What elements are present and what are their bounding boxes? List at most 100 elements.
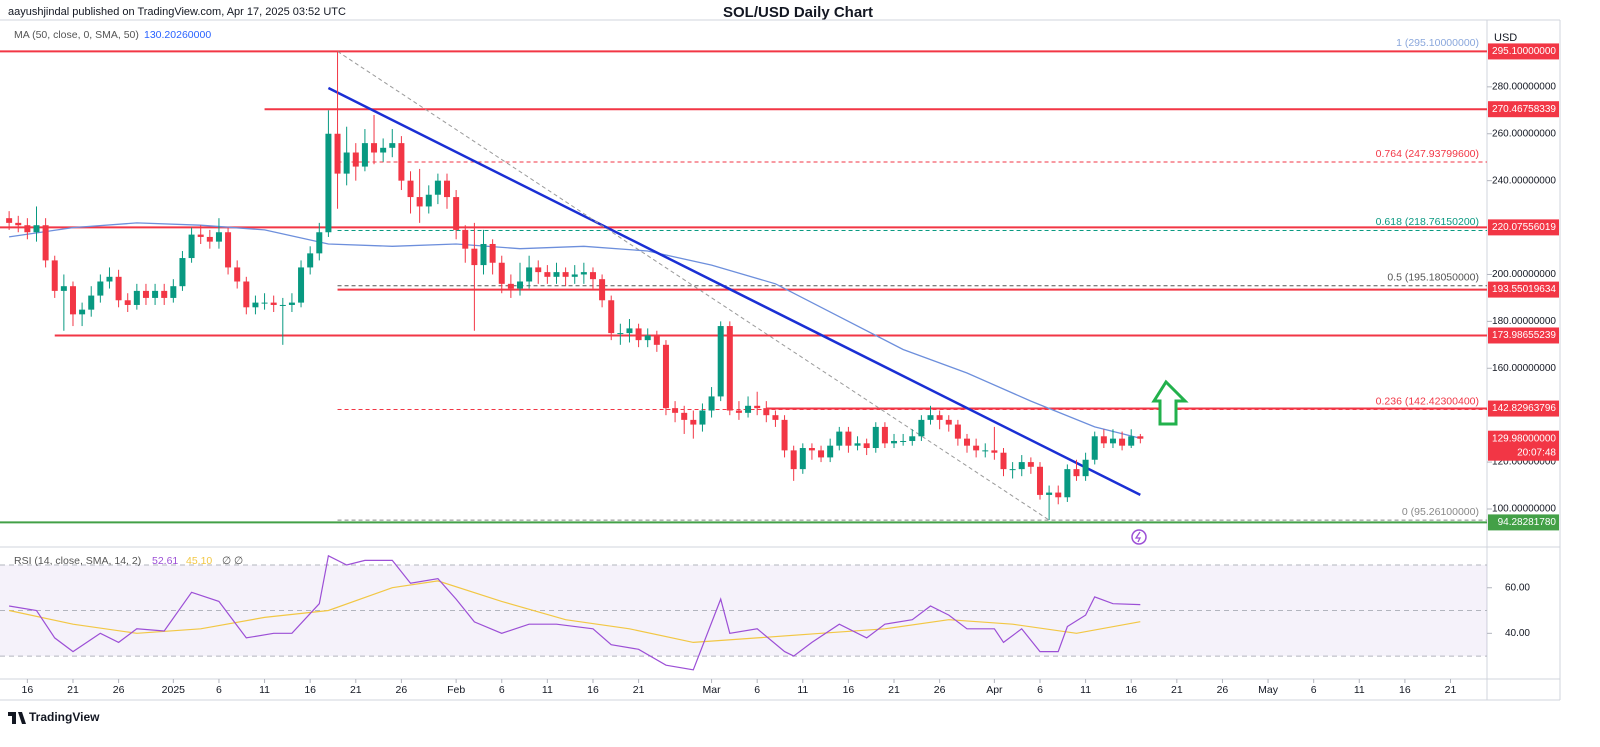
candle-body	[790, 450, 797, 470]
candle-body	[1073, 469, 1080, 477]
candle-body	[197, 234, 204, 237]
candle-body	[918, 419, 925, 437]
candle-body	[142, 290, 149, 298]
x-tick-label: 16	[843, 684, 855, 696]
candle-body	[489, 243, 496, 263]
rsi-legend-value: 45.10	[186, 555, 212, 567]
candle-body	[562, 272, 569, 277]
y-tick-label: 120.00000000	[1492, 457, 1556, 468]
x-tick-label: 21	[1445, 684, 1457, 696]
candle-body	[69, 286, 76, 315]
candle-body	[891, 440, 898, 444]
fib-label: 0.5 (195.18050000)	[1387, 272, 1479, 284]
price-label: 173.98655239	[1492, 330, 1556, 341]
candle-body	[991, 450, 998, 453]
rsi-legend-extra: ∅	[234, 555, 243, 567]
candle-body	[270, 302, 277, 305]
candle-body	[133, 290, 140, 305]
candle-body	[1009, 469, 1016, 471]
candle-body	[243, 281, 250, 308]
price-label-box	[1488, 281, 1559, 298]
price-label-box	[1488, 43, 1559, 60]
price-label: 220.07556019	[1492, 222, 1556, 233]
candle-body	[179, 258, 186, 287]
fib-label: 0.618 (218.76150200)	[1376, 216, 1479, 228]
fib-label: 0.236 (142.42300400)	[1376, 395, 1479, 407]
price-label-box	[1488, 514, 1559, 531]
candle-body	[599, 279, 606, 301]
x-tick-label: 11	[797, 684, 808, 696]
candle-body	[1036, 466, 1043, 495]
candle-body	[964, 438, 971, 446]
candle-body	[361, 143, 368, 167]
logo-mark	[8, 712, 26, 724]
candle-body	[480, 243, 487, 266]
candle-body	[1055, 492, 1062, 498]
candle-body	[827, 445, 834, 458]
candle-body	[206, 236, 213, 242]
x-tick-label: 26	[934, 684, 946, 696]
candle-body	[124, 300, 131, 305]
candle-body	[945, 419, 952, 425]
candle-body	[425, 194, 432, 207]
x-tick-label: 21	[888, 684, 900, 696]
x-tick-label: 21	[350, 684, 362, 696]
candle-body	[453, 197, 460, 230]
y-tick-label: 240.00000000	[1492, 175, 1556, 186]
x-tick-label: 16	[587, 684, 599, 696]
candle-body	[380, 147, 387, 153]
candle-body	[471, 248, 478, 266]
price-label-box	[1488, 101, 1559, 118]
ma-legend-value: 130.20260000	[144, 29, 211, 41]
x-tick-label: 6	[216, 684, 222, 696]
x-tick-label: 2025	[162, 684, 186, 696]
candle-body	[343, 152, 350, 174]
alert-bolt	[1134, 531, 1142, 543]
candle-body	[626, 328, 633, 334]
fib-label: 0 (95.26100000)	[1402, 506, 1479, 518]
candle-body	[516, 281, 523, 289]
candle-body	[42, 225, 49, 261]
candle-body	[288, 302, 295, 305]
price-label: 193.55019634	[1492, 284, 1556, 295]
candle-body	[535, 267, 542, 273]
alert-icon	[1131, 529, 1147, 545]
price-label: 270.46758339	[1492, 104, 1556, 115]
x-tick-label: 21	[633, 684, 645, 696]
attribution: aayushjindal published on TradingView.co…	[8, 6, 346, 18]
candle-body	[772, 415, 779, 420]
rsi-legend-extra: ∅	[222, 555, 231, 567]
candle-body	[1027, 462, 1034, 467]
rsi-line	[9, 554, 1141, 671]
candle-body	[872, 426, 879, 449]
chart-title: SOL/USD Daily Chart	[723, 4, 873, 21]
candle-body	[1109, 438, 1116, 444]
candle-body	[1082, 459, 1089, 477]
candle-body	[580, 272, 587, 275]
countdown-label: 20:07:48	[1517, 447, 1556, 458]
candle-body	[170, 286, 177, 298]
candle-body	[808, 448, 815, 451]
x-tick-label: Apr	[986, 684, 1003, 696]
candle-body	[234, 267, 241, 282]
x-tick-label: 6	[499, 684, 505, 696]
candle-body	[79, 309, 86, 315]
candle-body	[818, 450, 825, 458]
x-tick-label: 6	[1037, 684, 1043, 696]
candle-body	[900, 440, 907, 442]
candle-body	[799, 448, 806, 470]
candle-body	[1046, 492, 1053, 495]
candle-body	[644, 335, 651, 341]
candle-body	[845, 431, 852, 446]
candle-body	[745, 405, 752, 413]
rsi-legend-name: RSI (14, close, SMA, 14, 2)	[14, 555, 141, 567]
candle-body	[909, 436, 916, 441]
y-tick-label: 160.00000000	[1492, 363, 1556, 374]
candle-body	[982, 450, 989, 452]
candle-body	[398, 143, 405, 181]
price-label: 295.10000000	[1492, 46, 1556, 57]
candle-body	[854, 443, 861, 446]
logo-text: TradingView	[29, 710, 100, 724]
candle-body	[1100, 436, 1107, 444]
